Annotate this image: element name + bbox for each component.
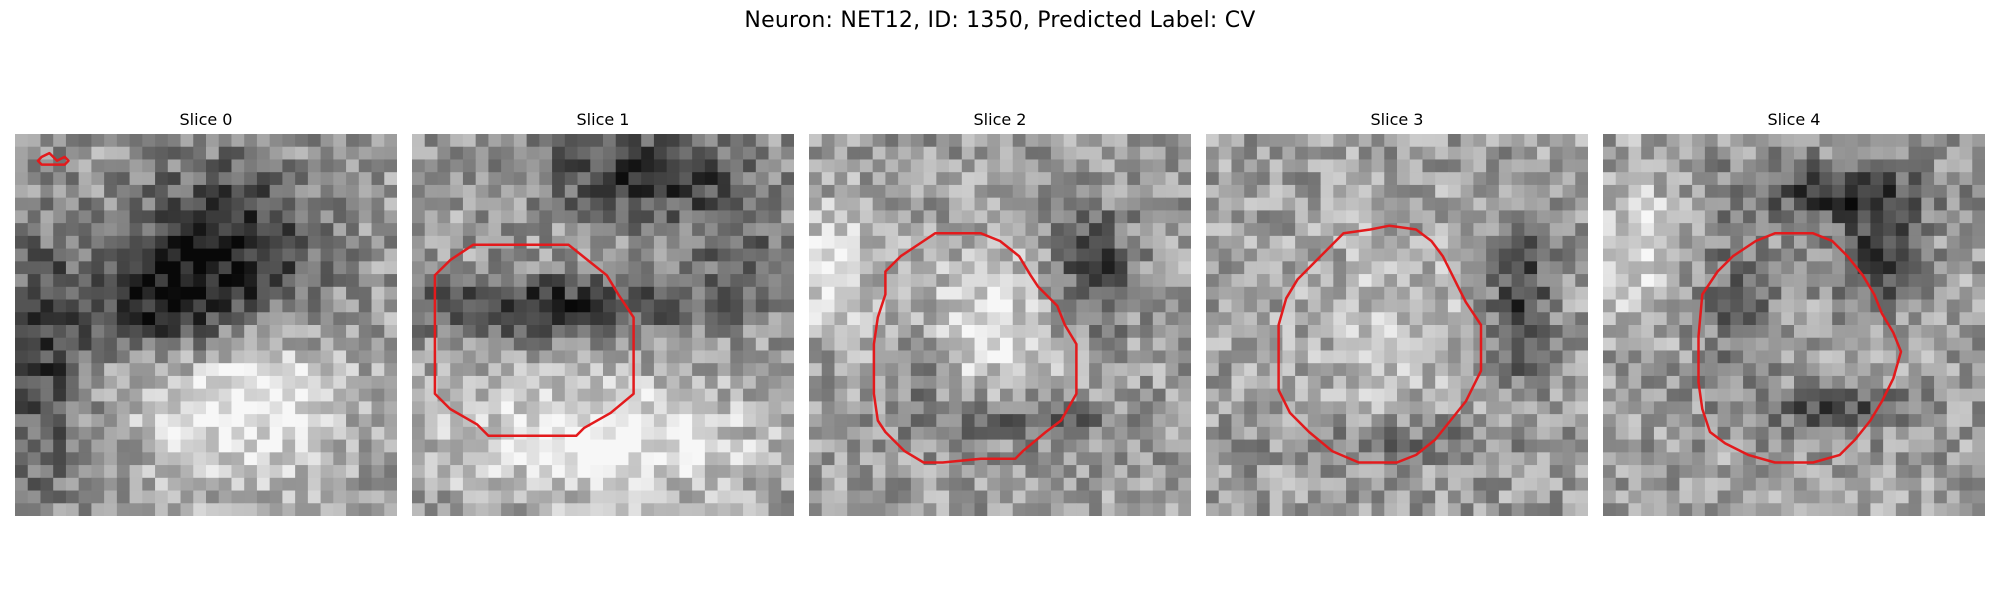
slice-panel-4: Slice 4 [1603,108,1985,516]
slice-title: Slice 1 [576,110,630,129]
segmentation-contour [1277,224,1483,464]
slice-image [412,134,794,516]
slice-panel-1: Slice 1 [412,108,794,516]
slice-svg [15,134,397,516]
slice-image [1603,134,1985,516]
slice-title: Slice 0 [179,110,233,129]
segmentation-contour [36,151,70,166]
segmentation-contour [872,232,1078,464]
slice-svg [809,134,1191,516]
slice-panel-0: Slice 0 [15,108,397,516]
slice-svg [1206,134,1588,516]
slice-image [809,134,1191,516]
figure-title: Neuron: NET12, ID: 1350, Predicted Label… [744,8,1256,33]
slice-title: Slice 4 [1767,110,1821,129]
slice-image [15,134,397,516]
slice-image [1206,134,1588,516]
slice-title: Slice 2 [973,110,1027,129]
segmentation-contour [433,243,635,438]
slice-svg [412,134,794,516]
segmentation-contour [1697,232,1903,464]
slice-panel-3: Slice 3 [1206,108,1588,516]
slice-title: Slice 3 [1370,110,1424,129]
slice-panel-2: Slice 2 [809,108,1191,516]
slice-svg [1603,134,1985,516]
